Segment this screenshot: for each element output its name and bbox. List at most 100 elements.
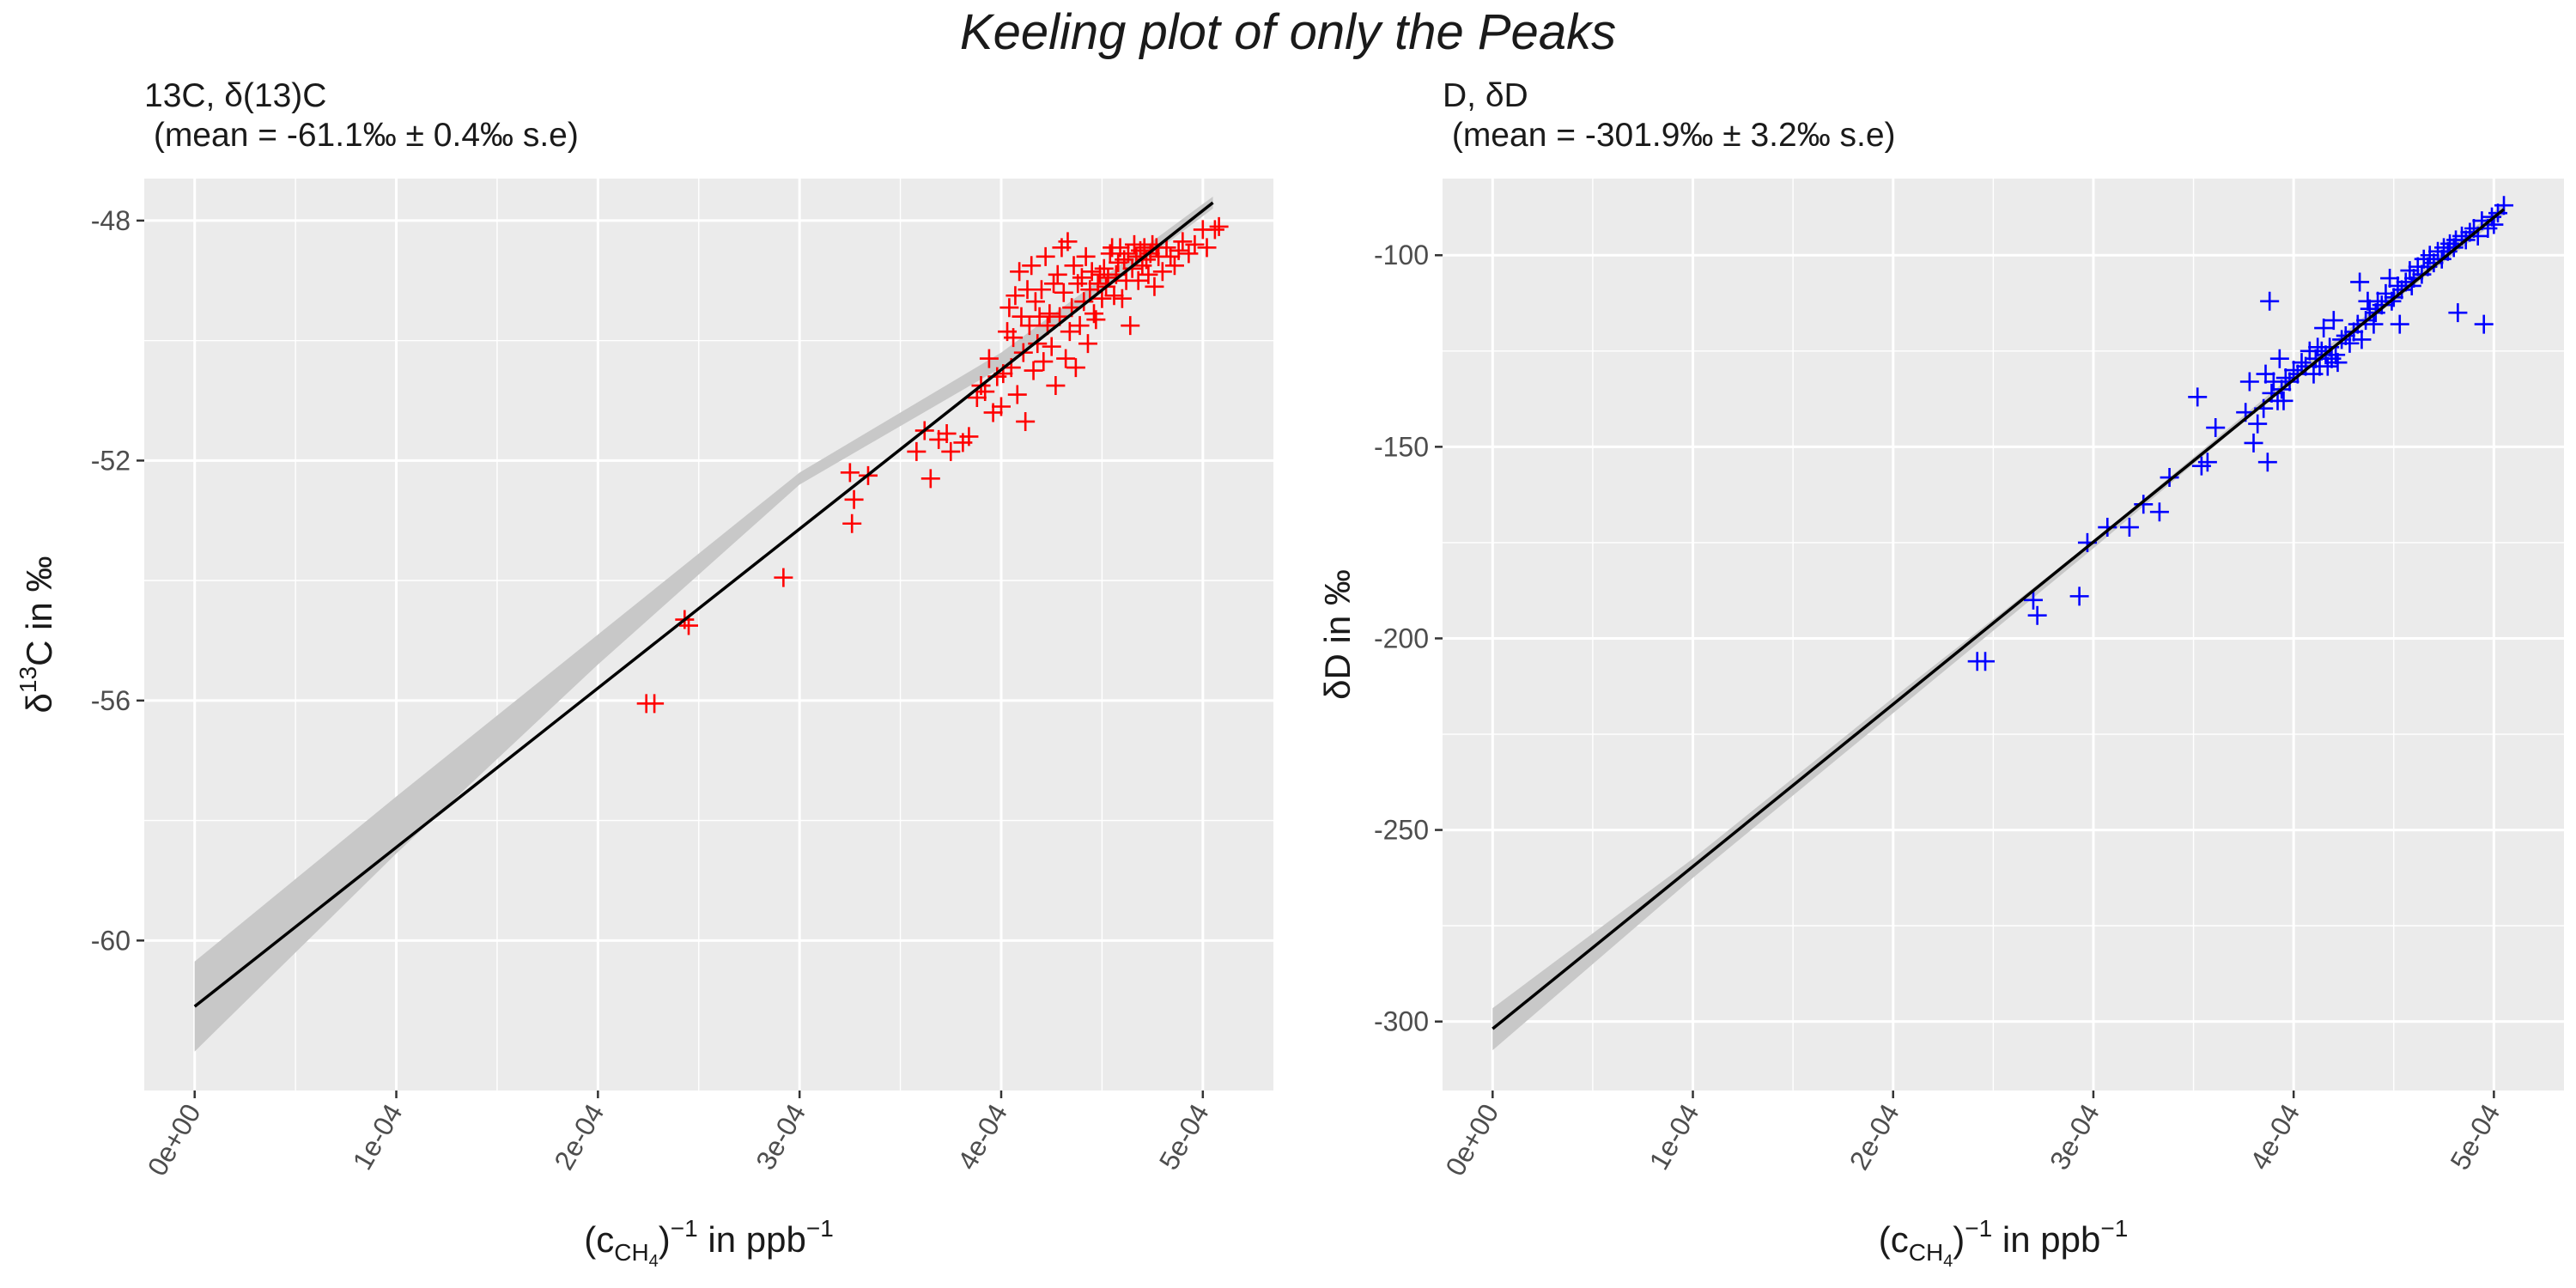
panel-subtitle-line2: (mean = -301.9‰ ± 3.2‰ s.e) bbox=[1443, 117, 1896, 154]
data-point bbox=[2284, 361, 2304, 380]
data-point bbox=[1074, 292, 1094, 312]
deltaD-scatter-plot: 0e+00 1e-04 2e-04 3e-04 4e-04 5e-04 -300 -250 -2… bbox=[1317, 179, 2564, 1271]
data-point bbox=[1128, 270, 1148, 290]
data-point bbox=[1139, 264, 1158, 284]
x-tick-label: 2e-04 bbox=[548, 1099, 610, 1176]
data-point bbox=[1066, 358, 1085, 378]
data-point bbox=[2274, 391, 2293, 410]
plot-background bbox=[1443, 179, 2564, 1091]
data-point bbox=[1152, 262, 1172, 282]
data-point bbox=[1976, 652, 1996, 671]
x-axis-title-subsub: 4 bbox=[649, 1252, 659, 1271]
deltaD-panel: D, δD (mean = -301.9‰ ± 3.2‰ s.e) 0e+00 1… bbox=[1297, 0, 2576, 1288]
data-point bbox=[1010, 262, 1030, 282]
data-point bbox=[1082, 262, 1102, 282]
data-point bbox=[1004, 328, 1024, 348]
data-point bbox=[2027, 605, 2047, 625]
data-point bbox=[1034, 352, 1054, 372]
data-point bbox=[1005, 286, 1025, 306]
x-tick-label: 0e+00 bbox=[142, 1099, 207, 1182]
y-tick-label: -100 bbox=[1374, 240, 1429, 270]
x-tick-label: 3e-04 bbox=[2044, 1099, 2105, 1176]
x-axis-title-mid: in ppb bbox=[1992, 1219, 2100, 1260]
data-point bbox=[975, 382, 995, 402]
data-point bbox=[2160, 468, 2179, 488]
data-point bbox=[2392, 280, 2412, 300]
data-point bbox=[2197, 453, 2217, 472]
data-point bbox=[1031, 280, 1051, 300]
data-point bbox=[840, 463, 860, 483]
data-point bbox=[2340, 333, 2360, 353]
data-point bbox=[1056, 349, 1076, 368]
data-point bbox=[2314, 319, 2334, 338]
data-point bbox=[2239, 372, 2259, 392]
data-point bbox=[2292, 353, 2312, 373]
data-point bbox=[1164, 256, 1184, 276]
x-axis-title-sup: −1 bbox=[671, 1215, 698, 1242]
x-tick-label: 4e-04 bbox=[951, 1099, 1013, 1176]
data-point bbox=[1169, 240, 1188, 260]
x-tick-label: 1e-04 bbox=[1643, 1099, 1704, 1176]
page-title: Keeling plot of only the Peaks bbox=[959, 4, 1617, 60]
data-point bbox=[1157, 238, 1176, 258]
y-axis-title: δD in ‰ bbox=[1317, 569, 1358, 700]
x-tick-label: 4e-04 bbox=[2244, 1099, 2306, 1176]
x-tick-label: 2e-04 bbox=[1844, 1099, 1905, 1176]
data-point bbox=[991, 397, 1011, 416]
x-axis-title-open: (c bbox=[584, 1219, 614, 1260]
data-point bbox=[2420, 246, 2439, 265]
data-point bbox=[1070, 316, 1090, 336]
data-point bbox=[1060, 322, 1079, 342]
data-point bbox=[1022, 256, 1042, 276]
x-axis-title-open: (c bbox=[1879, 1219, 1909, 1260]
y-axis-title-sup: 13 bbox=[15, 666, 41, 693]
data-point bbox=[844, 489, 864, 509]
data-point bbox=[1036, 246, 1055, 266]
data-point bbox=[1197, 238, 1217, 258]
data-point bbox=[920, 469, 940, 489]
data-point bbox=[2494, 196, 2514, 216]
data-point bbox=[1044, 274, 1064, 294]
data-point bbox=[1016, 411, 1036, 431]
data-point bbox=[2256, 364, 2275, 384]
data-point bbox=[959, 427, 979, 447]
y-tick-label: -56 bbox=[91, 685, 131, 716]
data-point bbox=[937, 423, 957, 443]
data-point bbox=[842, 513, 862, 533]
data-point bbox=[2400, 261, 2420, 281]
data-point bbox=[2119, 518, 2139, 538]
x-tick-label: 3e-04 bbox=[750, 1099, 811, 1176]
data-point bbox=[1046, 376, 1066, 396]
data-point bbox=[1173, 232, 1193, 252]
data-point bbox=[2149, 502, 2169, 522]
y-tick-label: -150 bbox=[1374, 431, 1429, 462]
data-point bbox=[1064, 256, 1084, 276]
y-tick-label: -250 bbox=[1374, 815, 1429, 846]
x-axis-title-subsub: 4 bbox=[1943, 1252, 1953, 1271]
data-point bbox=[1121, 316, 1140, 336]
y-axis-title-base: δD in ‰ bbox=[1317, 569, 1358, 700]
x-tick-label: 5e-04 bbox=[1153, 1099, 1215, 1176]
regression-line bbox=[1492, 208, 2506, 1030]
data-point bbox=[1112, 289, 1132, 308]
y-tick-label: -48 bbox=[91, 205, 131, 236]
x-axis-title: (cCH4)−1 in ppb−1 bbox=[1879, 1215, 2129, 1271]
data-point bbox=[1030, 307, 1049, 326]
x-axis-title-sub: CH bbox=[614, 1239, 648, 1266]
data-point bbox=[1048, 264, 1067, 284]
data-point bbox=[2069, 586, 2089, 606]
y-axis-title-rest: C in ‰ bbox=[19, 556, 59, 666]
data-point bbox=[979, 349, 999, 368]
data-point bbox=[2206, 418, 2226, 438]
data-point bbox=[1122, 258, 1142, 278]
data-point bbox=[2287, 364, 2307, 384]
x-axis-title-sup2: −1 bbox=[806, 1215, 834, 1242]
data-point bbox=[1007, 385, 1027, 404]
delta13c-scatter-plot: 0e+00 1e-04 2e-04 3e-04 4e-04 5e-04 -60 -56 -52 -… bbox=[15, 179, 1273, 1271]
data-point bbox=[907, 441, 927, 461]
data-point bbox=[1086, 310, 1106, 330]
delta13c-panel: 13C, δ(13)C (mean = -61.1‰ ± 0.4‰ s.e) 0… bbox=[15, 77, 1273, 1271]
x-tick-label: 5e-04 bbox=[2444, 1099, 2506, 1176]
data-point bbox=[2248, 414, 2268, 434]
data-point bbox=[645, 694, 665, 714]
